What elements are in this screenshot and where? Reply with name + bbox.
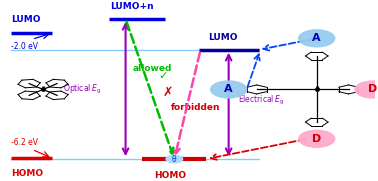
Text: LUMO: LUMO: [11, 15, 41, 24]
Text: A: A: [224, 85, 233, 94]
Text: forbidden: forbidden: [170, 103, 220, 111]
Text: Optical $E_\mathrm{g}$: Optical $E_\mathrm{g}$: [64, 83, 102, 96]
Text: D: D: [368, 85, 378, 94]
Text: D: D: [312, 134, 321, 144]
Circle shape: [355, 81, 378, 98]
Text: LUMO: LUMO: [208, 33, 237, 42]
Circle shape: [299, 130, 335, 147]
Text: ✗: ✗: [162, 86, 173, 99]
Text: Si: Si: [316, 86, 320, 91]
Text: A: A: [313, 33, 321, 43]
Circle shape: [166, 155, 183, 163]
Text: Electrical $E_\mathrm{g}$: Electrical $E_\mathrm{g}$: [238, 94, 284, 108]
Text: Si: Si: [42, 86, 46, 91]
Circle shape: [211, 81, 246, 98]
Text: HOMO: HOMO: [155, 171, 187, 180]
Text: HOMO: HOMO: [11, 169, 43, 178]
Text: ✓: ✓: [158, 71, 168, 81]
Text: θ: θ: [172, 155, 177, 164]
Text: allowed: allowed: [133, 64, 172, 73]
Text: -2.0 eV: -2.0 eV: [11, 42, 38, 51]
Circle shape: [299, 30, 335, 47]
Text: -6.2 eV: -6.2 eV: [11, 138, 38, 147]
Text: LUMO+n: LUMO+n: [111, 2, 154, 11]
